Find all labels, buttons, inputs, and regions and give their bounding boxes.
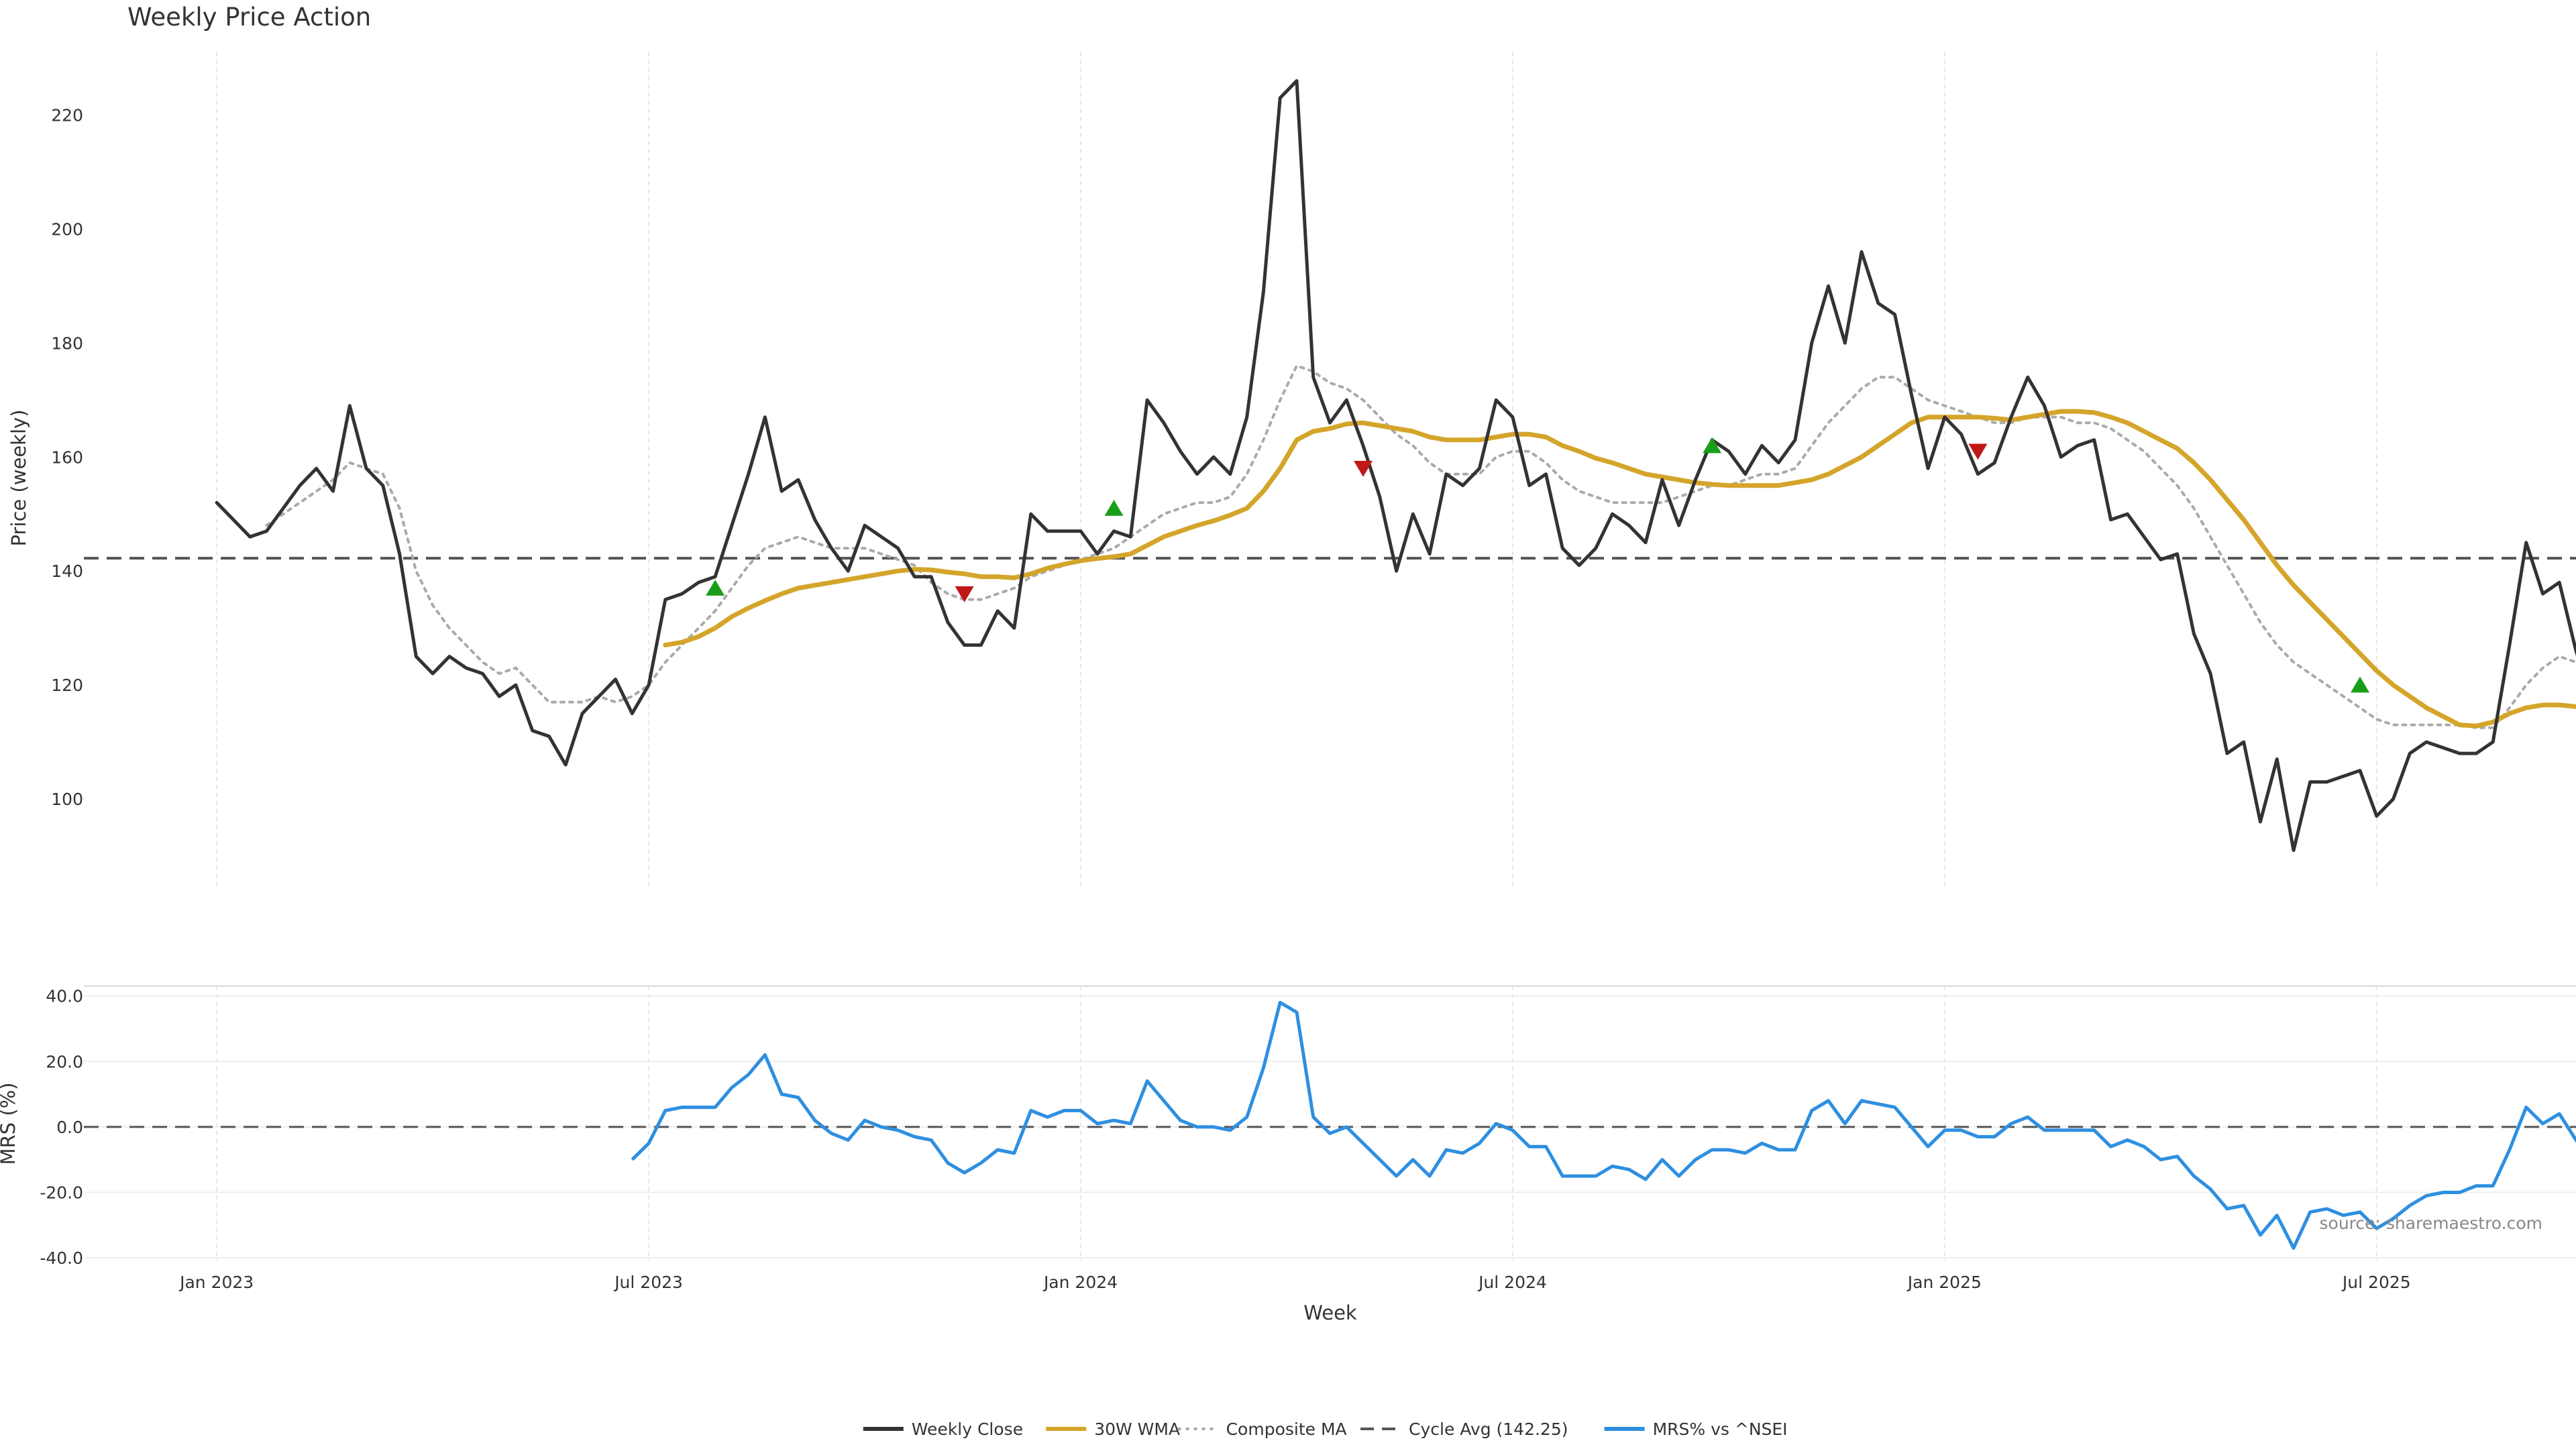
legend-label: Composite MA bbox=[1226, 1419, 1347, 1439]
mrs-y-tick-label: -40.0 bbox=[40, 1248, 83, 1268]
sell-signal-marker bbox=[955, 586, 974, 602]
series-line-weekly-close bbox=[215, 79, 2576, 852]
price-y-tick-label: 100 bbox=[51, 790, 83, 809]
sell-signal-marker bbox=[1968, 443, 1988, 460]
mrs-y-tick-label: 40.0 bbox=[46, 987, 83, 1006]
buy-signal-marker bbox=[706, 580, 725, 596]
x-tick-label: Jan 2023 bbox=[178, 1273, 254, 1292]
buy-signal-marker bbox=[1703, 437, 1722, 453]
series-line-30w-wma bbox=[663, 409, 2576, 729]
price-y-tick-label: 200 bbox=[51, 219, 83, 239]
source-label: source: sharemaestro.com bbox=[2320, 1214, 2543, 1233]
price-y-tick-label: 220 bbox=[51, 105, 83, 125]
x-axis-title: Week bbox=[1303, 1301, 1357, 1324]
x-tick-label: Jul 2023 bbox=[613, 1273, 683, 1292]
buy-signal-marker bbox=[2351, 676, 2370, 693]
x-tick-label: Jan 2024 bbox=[1042, 1273, 1118, 1292]
price-y-tick-label: 120 bbox=[51, 676, 83, 695]
series-line-mrs bbox=[631, 1000, 2576, 1250]
mrs-y-axis-title: MRS (%) bbox=[0, 1083, 19, 1165]
price-y-tick-label: 140 bbox=[51, 561, 83, 581]
legend-label: Cycle Avg (142.25) bbox=[1409, 1419, 1568, 1439]
legend-label: Weekly Close bbox=[912, 1419, 1023, 1439]
price-y-tick-label: 160 bbox=[51, 447, 83, 467]
buy-signal-marker bbox=[1104, 500, 1124, 516]
x-tick-label: Jul 2024 bbox=[1477, 1273, 1547, 1292]
sell-signal-marker bbox=[1354, 461, 1373, 477]
legend-label: 30W WMA bbox=[1094, 1419, 1180, 1439]
x-tick-label: Jul 2025 bbox=[2341, 1273, 2411, 1292]
chart-title: Weekly Price Action bbox=[127, 3, 372, 32]
mrs-y-tick-label: 20.0 bbox=[46, 1052, 83, 1071]
price-y-tick-label: 180 bbox=[51, 333, 83, 353]
price-y-axis-title: Price (weekly) bbox=[7, 409, 30, 546]
mrs-y-tick-label: -20.0 bbox=[40, 1183, 83, 1203]
mrs-y-tick-label: 0.0 bbox=[56, 1118, 83, 1137]
legend-label: MRS% vs ^NSEI bbox=[1653, 1419, 1788, 1439]
x-tick-label: Jan 2025 bbox=[1907, 1273, 1982, 1292]
series-line-composite-ma bbox=[265, 364, 2576, 729]
